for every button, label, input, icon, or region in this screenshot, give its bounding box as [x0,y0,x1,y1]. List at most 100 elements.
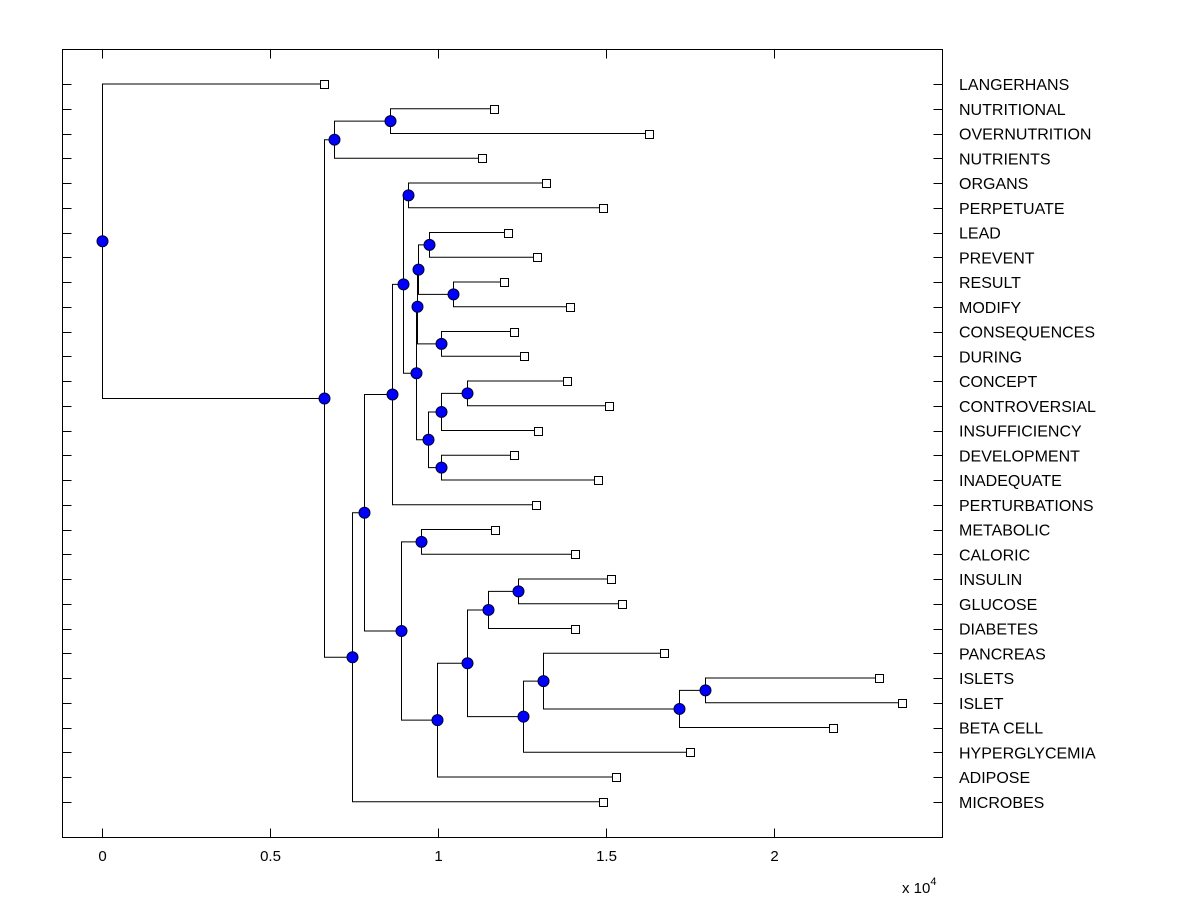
leaf-marker-beta_cell [829,724,838,733]
branches [102,83,903,803]
node-n_insulin [512,585,525,598]
leaf-marker-consequences [510,328,519,337]
leaf-marker-pancreas [660,649,669,658]
leaf-label-diabetes: DIABETES [959,622,1038,639]
node-n_root2 [318,392,331,405]
leaf-label-caloric: CALORIC [959,547,1030,564]
leaf-marker-adipose [612,773,621,782]
node-n_lead_result [412,263,425,276]
leaf-label-islet: ISLET [959,696,1004,713]
node-n_adip [431,714,444,727]
leaf-label-pancreas: PANCREAS [959,646,1046,663]
axis-ticks: 0 0.5 1 1.5 2 [62,49,943,865]
leaf-marker-langerhans [320,80,329,89]
branch-n_root [102,83,325,399]
x-scale-base: x 10 [902,880,930,897]
node-n_mid2 [410,367,423,380]
leaf-labels: LANGERHANS NUTRITIONAL OVERNUTRITION NUTRIE… [959,77,1096,812]
leaf-label-adipose: ADIPOSE [959,770,1030,787]
leaf-marker-prevent [533,253,542,262]
leaf-marker-glucose [618,600,627,609]
x-scale-multiplier: x 104 [902,876,936,897]
x-tick-label: 0.5 [260,848,281,865]
leaf-label-metabolic: METABOLIC [959,523,1050,540]
node-n_concept [461,387,474,400]
node-n_low [395,625,408,638]
leaf-label-inadequate: INADEQUATE [959,473,1062,490]
leaf-label-langerhans: LANGERHANS [959,77,1069,94]
branch-n_nutr [390,108,650,134]
node-n_mid3 [397,278,410,291]
node-n_islets [699,684,712,697]
x-tick-label: 2 [770,848,778,865]
branch-n_microbes [352,512,603,803]
nodes [96,115,712,727]
leaf-marker-concept [563,377,572,386]
node-n_diab2 [461,657,474,670]
leaf-label-perpetuate: PERPETUATE [959,201,1065,218]
leaf-marker-insufficiency [534,427,543,436]
leaf-label-consequences: CONSEQUENCES [959,325,1095,342]
leaf-marker-microbes [599,798,608,807]
leaf-label-nutrients: NUTRIENTS [959,151,1051,168]
leaf-label-microbes: MICROBES [959,795,1044,812]
node-n_nutr [384,115,397,128]
node-n_diab [482,603,495,616]
node-n_hyper [517,710,530,723]
node-n_microbes [346,651,359,664]
leaf-marker-organs [542,179,551,188]
leaf-label-result: RESULT [959,275,1021,292]
branch-n_diab2 [467,609,524,718]
leaf-marker-islets [875,674,884,683]
leaf-label-hyperglycemia: HYPERGLYCEMIA [959,745,1096,762]
leaf-label-nutritional: NUTRITIONAL [959,102,1066,119]
leaf-label-concept: CONCEPT [959,374,1037,391]
leaf-label-perturbations: PERTURBATIONS [959,498,1094,515]
node-n_panc [537,675,550,688]
leaf-marker-perpetuate [599,204,608,213]
leaf-marker-insulin [607,575,616,584]
node-n_beta [673,702,686,715]
x-tick-label: 1 [434,848,442,865]
leaf-label-islets: ISLETS [959,671,1014,688]
leaf-label-modify: MODIFY [959,300,1022,317]
branch-n_diab [488,590,576,629]
leaf-marker-metabolic [491,526,500,535]
leaf-marker-modify [566,303,575,312]
x-tick-label: 0 [98,848,106,865]
branch-n_lead [429,232,538,258]
leaf-marker-hyperglycemia [686,748,695,757]
branch-n_nutr2 [334,120,483,159]
node-n_big [358,506,371,519]
leaf-marker-islet [898,699,907,708]
node-n_mid1 [411,300,424,313]
axes-box [62,49,943,838]
node-n_metab [415,535,428,548]
branch-n_panc [543,652,679,710]
branch-n_beta [679,689,834,728]
leaf-marker-lead [504,229,513,238]
node-n_concept3 [422,433,435,446]
x-scale-exponent: 4 [930,876,936,888]
leaf-label-organs: ORGANS [959,176,1028,193]
node-n_pert [386,388,399,401]
branch-n_result [453,281,571,308]
leaf-marker-controversial [605,402,614,411]
leaf-marker-result [500,278,509,287]
leaf-label-insulin: INSULIN [959,572,1022,589]
leaf-label-lead: LEAD [959,226,1001,243]
leaf-label-prevent: PREVENT [959,250,1035,267]
leaf-label-development: DEVELOPMENT [959,448,1080,465]
leaf-marker-overnutrition [645,130,654,139]
leaf-marker-caloric [571,550,580,559]
leaf-label-controversial: CONTROVERSIAL [959,399,1096,416]
node-n_lead [423,238,436,251]
node-n_concept2 [435,405,448,418]
leaf-marker-nutrients [478,154,487,163]
branch-n_concept2 [441,392,539,431]
leaf-marker-development [510,451,519,460]
leaf-label-during: DURING [959,349,1022,366]
x-tick-label: 1.5 [596,848,617,865]
leaves [320,80,907,807]
